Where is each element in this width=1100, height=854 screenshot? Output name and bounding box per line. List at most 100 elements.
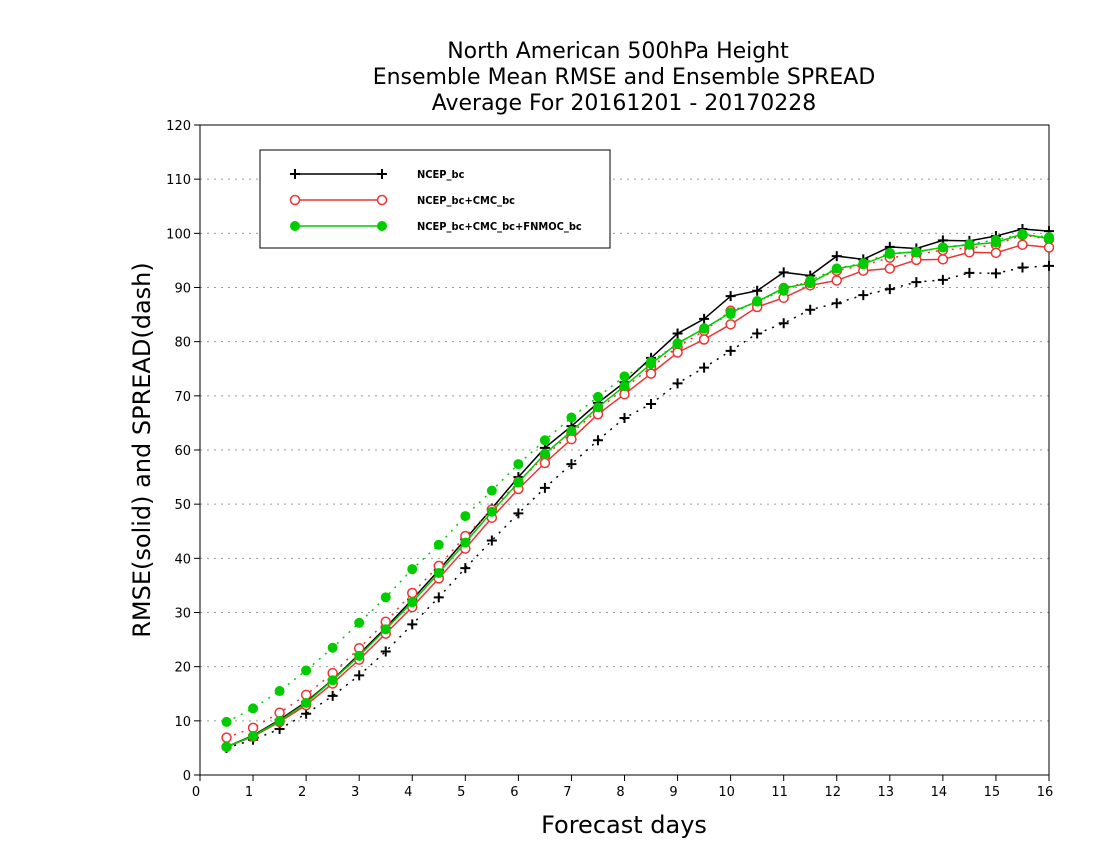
y-tick-label: 120	[166, 119, 191, 134]
legend-label: NCEP_bc+CMC_bc	[417, 194, 515, 207]
rmse-point	[301, 697, 312, 708]
spread-point	[380, 592, 391, 603]
rmse-point	[725, 319, 736, 330]
rmse-line	[226, 233, 1050, 748]
rmse-line	[226, 228, 1050, 748]
rmse-point	[831, 251, 842, 262]
rmse-point	[778, 283, 789, 294]
rmse-point	[539, 457, 551, 469]
spread-point	[619, 371, 630, 382]
x-tick-label: 6	[510, 785, 518, 800]
rmse-point	[1017, 228, 1028, 239]
spread-point	[407, 587, 418, 599]
x-tick-label: 10	[718, 785, 735, 800]
legend-marker	[290, 221, 300, 231]
legend-marker	[377, 169, 387, 179]
chart-title: North American 500hPa Height Ensemble Me…	[373, 39, 876, 116]
spread-point	[407, 564, 418, 575]
spread-point	[486, 535, 497, 546]
x-tick-label: 8	[616, 785, 624, 800]
spread-point	[911, 277, 922, 288]
rmse-point	[831, 275, 842, 286]
rmse-point	[274, 715, 285, 726]
rmse-point	[990, 237, 1001, 248]
rmse-point	[460, 537, 471, 548]
rmse-point	[592, 402, 603, 413]
spread-point	[990, 268, 1001, 279]
x-tick-label: 1	[245, 785, 253, 800]
spread-point	[805, 304, 816, 315]
x-tick-label: 16	[1037, 785, 1054, 800]
x-tick-label: 3	[351, 785, 359, 800]
y-tick-label: 90	[174, 282, 191, 297]
spread-point	[327, 642, 338, 653]
spread-point	[274, 686, 285, 697]
y-tick-label: 110	[166, 173, 191, 188]
spread-point	[937, 274, 948, 285]
spread-point	[513, 459, 524, 470]
spread-point	[460, 511, 471, 522]
spread-point	[1044, 260, 1054, 271]
spread-point	[672, 378, 683, 389]
spread-point	[592, 435, 603, 446]
x-tick-label: 7	[563, 785, 571, 800]
y-tick-label: 70	[174, 390, 191, 405]
y-tick-label: 40	[174, 552, 191, 567]
x-tick-label: 15	[984, 785, 1001, 800]
rmse-point	[831, 263, 842, 274]
y-tick-label: 60	[174, 444, 191, 459]
y-tick-label: 50	[174, 498, 191, 513]
rmse-point	[645, 368, 657, 379]
x-tick-label: 2	[298, 785, 306, 800]
spread-point	[592, 391, 603, 402]
rmse-point	[672, 338, 683, 349]
legend-item: NCEP_bc+CMC_bc+FNMOC_bc	[290, 220, 582, 233]
spread-point	[354, 670, 365, 681]
spread-point	[380, 646, 391, 657]
spread-line	[226, 265, 1050, 749]
title-line-3: Average For 20161201 - 20170228	[432, 91, 817, 116]
rmse-point	[937, 254, 949, 265]
x-tick-label: 12	[824, 785, 841, 800]
legend-label: NCEP_bc+CMC_bc+FNMOC_bc	[417, 220, 582, 233]
rmse-point	[646, 358, 657, 369]
title-line-1: North American 500hPa Height	[447, 39, 789, 64]
legend: NCEP_bc NCEP_bc+CMC_bc NCEP_bc+CMC_bc+FNMO…	[259, 149, 611, 249]
rmse-point	[805, 278, 816, 289]
rmse-point	[380, 624, 391, 635]
spread-point	[725, 345, 736, 356]
spread-point	[354, 617, 365, 628]
rmse-point	[752, 296, 763, 307]
rmse-point	[725, 291, 736, 302]
y-tick-label: 80	[174, 336, 191, 351]
spread-point	[301, 665, 312, 676]
title-line-2: Ensemble Mean RMSE and Ensemble SPREAD	[373, 65, 876, 90]
spread-point	[1017, 262, 1028, 273]
rmse-point	[433, 567, 444, 578]
rmse-point	[884, 248, 895, 259]
spread-point	[858, 290, 869, 301]
spread-point	[752, 328, 763, 339]
series-ncep-bc-cmc-bc-fnmoc-bc	[221, 228, 1054, 752]
rmse-point	[937, 242, 948, 253]
spread-point	[539, 482, 550, 493]
x-tick-label: 9	[669, 785, 677, 800]
rmse-point	[619, 381, 630, 392]
series-ncep-bc-cmc-bc	[221, 229, 1055, 753]
spread-point	[327, 690, 338, 701]
rmse-point	[858, 259, 869, 270]
spread-point	[539, 435, 550, 446]
spread-point	[407, 619, 418, 630]
legend-label: NCEP_bc	[417, 168, 465, 181]
x-tick-label: 0	[192, 785, 200, 800]
rmse-point	[486, 506, 497, 517]
x-tick-label: 5	[457, 785, 465, 800]
rmse-point	[1044, 233, 1054, 244]
legend-item: NCEP_bc+CMC_bc	[289, 194, 515, 207]
rmse-point	[725, 307, 736, 318]
rmse-point	[699, 313, 710, 324]
spread-point	[699, 362, 710, 373]
